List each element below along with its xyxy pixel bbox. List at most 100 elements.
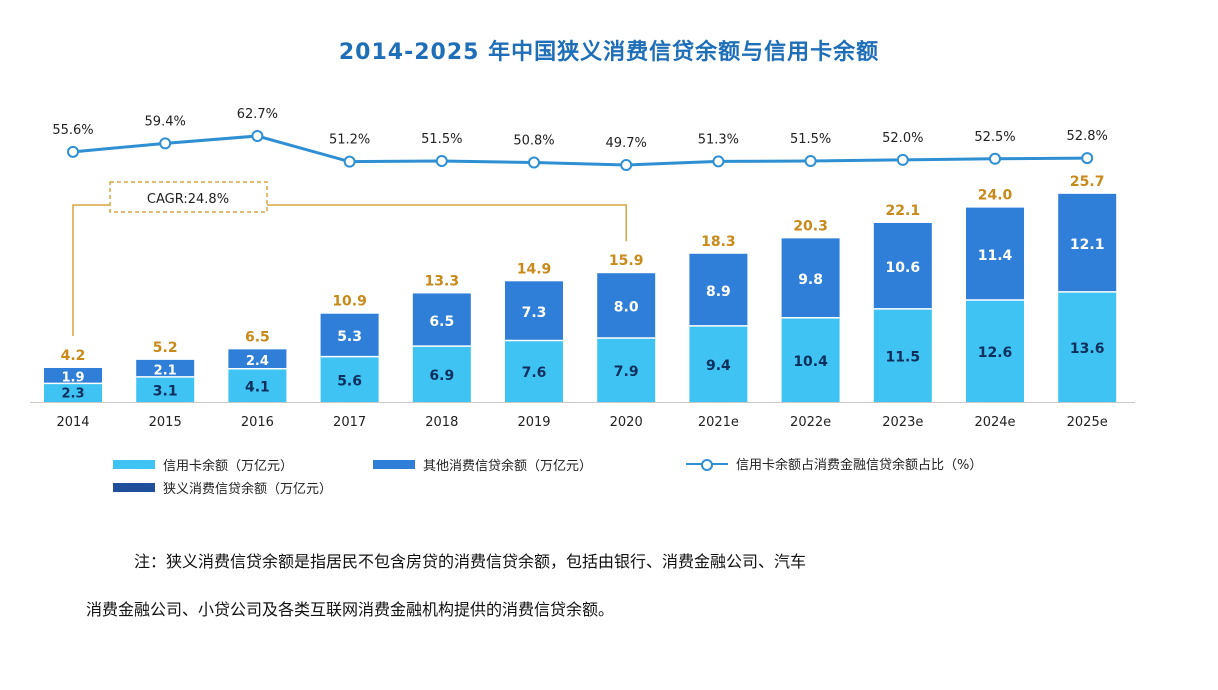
ratio-point-2019 bbox=[528, 156, 540, 169]
bar-label-other-2024e: 11.4 bbox=[978, 248, 1013, 264]
x-tick-label-2025e: 2025e bbox=[1067, 415, 1108, 430]
ratio-label-2019: 50.8% bbox=[513, 134, 554, 149]
cagr-label: CAGR:24.8% bbox=[147, 192, 229, 207]
ratio-line-group: 55.6% 59.4% 62.7% 51.2% 51.5% 50.8% 49.7% 51.3%… bbox=[52, 107, 1108, 171]
bar-total-label-2018: 13.3 bbox=[425, 273, 460, 289]
cagr-annotation-group: CAGR:24.8% bbox=[72, 181, 627, 336]
bar-other-2020 bbox=[597, 273, 656, 339]
bar-total-label-2024e: 24.0 bbox=[978, 188, 1013, 204]
bar-credit-2020 bbox=[597, 338, 656, 402]
chart-title: 2014-2025 年中国狭义消费信贷余额与信用卡余额 bbox=[338, 40, 880, 65]
footnote: 注：狭义消费信贷余额是指居民不包含房贷的消费信贷余额，包括由银行、消费金融公司、… bbox=[86, 538, 1086, 634]
bar-total-label-2017: 10.9 bbox=[332, 294, 367, 310]
bar-label-credit-2015: 3.1 bbox=[153, 383, 178, 399]
legend-swatch-other bbox=[373, 460, 415, 469]
ratio-point-2016 bbox=[251, 130, 264, 142]
bar-label-credit-2016: 4.1 bbox=[245, 379, 270, 395]
bar-credit-2024e bbox=[966, 299, 1024, 402]
bar-other-2014 bbox=[44, 367, 102, 384]
ratio-label-2017: 51.2% bbox=[329, 133, 370, 148]
bar-label-credit-2019: 7.6 bbox=[522, 365, 547, 381]
bar-credit-2015 bbox=[136, 376, 195, 402]
x-tick-label-2019: 2019 bbox=[517, 415, 550, 430]
ratio-point-2018 bbox=[435, 154, 448, 167]
bar-label-other-2018: 6.5 bbox=[429, 314, 454, 330]
bar-credit-2025e bbox=[1058, 291, 1117, 402]
ratio-point-2021e bbox=[712, 155, 725, 168]
bar-other-2021e bbox=[689, 253, 748, 326]
bar-label-credit-2023e: 11.5 bbox=[886, 349, 921, 365]
bar-credit-2014 bbox=[44, 383, 102, 402]
ratio-label-2015: 59.4% bbox=[145, 114, 186, 129]
legend-label-ratio: 信用卡余额占消费金融信贷余额占比（%） bbox=[736, 458, 983, 473]
bar-credit-2018 bbox=[412, 346, 471, 402]
x-tick-label-2016: 2016 bbox=[241, 415, 274, 430]
bar-label-credit-2020: 7.9 bbox=[614, 364, 639, 380]
ratio-label-2014: 55.6% bbox=[52, 123, 93, 138]
legend-label-total: 狭义消费信贷余额（万亿元） bbox=[163, 482, 333, 497]
x-tick-label-2023e: 2023e bbox=[882, 415, 923, 430]
bar-other-2015 bbox=[136, 359, 195, 377]
bars-group: 2.31.9 4.2 3.1 2.1 5.2 4.1 2.4 6.5 5.6 5.3 10.9 6.9… bbox=[44, 174, 1117, 402]
bar-label-credit-2021e: 9.4 bbox=[706, 358, 731, 374]
bar-label-other-2021e: 8.9 bbox=[706, 284, 731, 300]
bar-label-credit-2022e: 10.4 bbox=[793, 354, 828, 370]
legend-item-other: 其他消费信贷余额（万亿元） bbox=[373, 455, 592, 474]
bar-other-2017 bbox=[320, 313, 379, 357]
x-tick-label-2024e: 2024e bbox=[974, 415, 1015, 430]
bar-credit-2019 bbox=[505, 340, 563, 402]
bar-credit-2021e bbox=[689, 325, 748, 402]
bar-label-credit-2025e: 13.6 bbox=[1070, 341, 1105, 357]
bar-credit-2023e bbox=[873, 308, 932, 402]
bar-label-other-2015: 2.1 bbox=[154, 363, 177, 378]
bar-total-label-2022e: 20.3 bbox=[793, 218, 828, 234]
bar-credit-2022e bbox=[781, 317, 840, 402]
ratio-label-2018: 51.5% bbox=[421, 132, 462, 147]
legend-swatch-credit bbox=[113, 460, 155, 469]
ratio-label-2025e: 52.8% bbox=[1067, 129, 1108, 144]
bar-label-credit-2018: 6.9 bbox=[429, 368, 454, 384]
bar-label-other-2020: 8.0 bbox=[614, 300, 639, 316]
ratio-point-2023e bbox=[896, 153, 909, 166]
cagr-bracket bbox=[72, 204, 627, 336]
bar-total-label-2025e: 25.7 bbox=[1070, 174, 1105, 190]
bar-label-other-2019: 7.3 bbox=[522, 305, 547, 321]
legend-item-ratio: 信用卡余额占消费金融信贷余额占比（%） bbox=[686, 454, 982, 473]
bar-other-2019 bbox=[505, 281, 563, 341]
bar-label-credit-2014: 2.3 bbox=[61, 387, 84, 402]
ratio-label-2020: 49.7% bbox=[606, 136, 647, 151]
legend-item-credit: 信用卡余额（万亿元） bbox=[113, 455, 293, 474]
legend-label-credit: 信用卡余额（万亿元） bbox=[163, 459, 294, 474]
bar-label-credit-2024e: 12.6 bbox=[978, 345, 1013, 361]
ratio-point-2022e bbox=[804, 154, 817, 167]
x-tick-label-2022e: 2022e bbox=[790, 415, 831, 430]
bar-credit-2017 bbox=[320, 356, 379, 402]
ratio-point-2014 bbox=[67, 145, 79, 158]
footnote-line-1: 注：狭义消费信贷余额是指居民不包含房贷的消费信贷余额，包括由银行、消费金融公司、… bbox=[134, 552, 807, 571]
x-tick-label-2015: 2015 bbox=[149, 415, 182, 430]
bar-total-label-2016: 6.5 bbox=[245, 329, 270, 345]
ratio-label-2024e: 52.5% bbox=[974, 130, 1015, 145]
bar-label-other-2022e: 9.8 bbox=[798, 272, 823, 288]
x-axis-group: 2014 2015 2016 2017 2018 2019 2020 2021e 2022e 20… bbox=[30, 402, 1135, 430]
bar-other-2022e bbox=[781, 238, 840, 318]
bar-total-label-2015: 5.2 bbox=[153, 340, 178, 356]
bar-other-2018 bbox=[412, 293, 471, 347]
ratio-line bbox=[72, 134, 1088, 167]
x-tick-label-2020: 2020 bbox=[610, 415, 643, 430]
legend-swatch-ratio bbox=[686, 458, 728, 471]
bar-label-other-2025e: 12.1 bbox=[1070, 237, 1105, 253]
ratio-label-2022e: 51.5% bbox=[790, 132, 831, 147]
ratio-point-2025e bbox=[1081, 152, 1094, 165]
bar-other-2023e bbox=[873, 222, 932, 309]
bar-other-2024e bbox=[966, 207, 1024, 300]
bar-label-credit-2017: 5.6 bbox=[337, 373, 362, 389]
bar-total-label-2023e: 22.1 bbox=[886, 203, 921, 219]
ratio-label-2021e: 51.3% bbox=[698, 132, 739, 147]
bar-other-2016 bbox=[228, 349, 287, 369]
bar-label-other-2017: 5.3 bbox=[337, 329, 362, 345]
ratio-label-2016: 62.7% bbox=[237, 107, 278, 122]
legend-item-total: 狭义消费信贷余额（万亿元） bbox=[113, 478, 332, 497]
legend-swatch-total bbox=[113, 483, 155, 492]
